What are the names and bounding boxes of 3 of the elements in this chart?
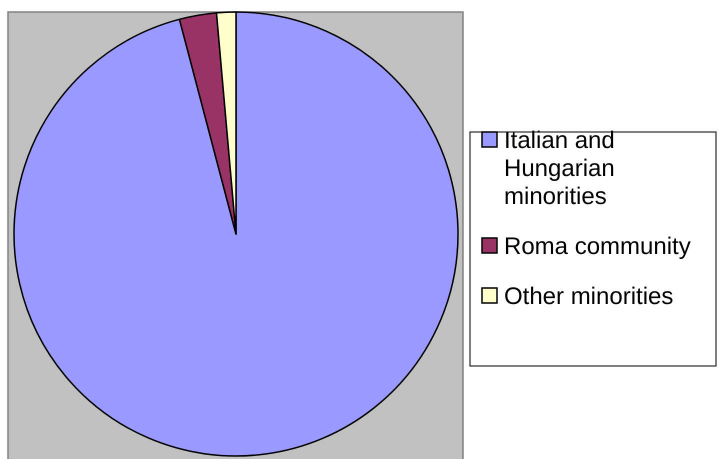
legend-label: Italian and Hungarian minorities (504, 127, 615, 210)
legend-label: Roma community (504, 233, 691, 260)
legend-label: Other minorities (504, 283, 674, 310)
